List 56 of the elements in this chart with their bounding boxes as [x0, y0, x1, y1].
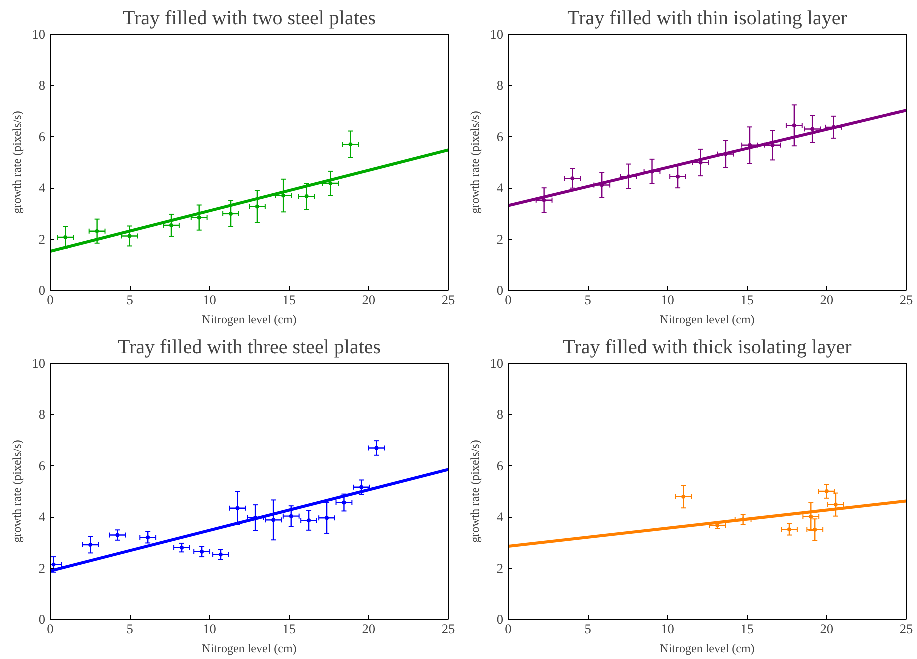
y-tick-label: 0 [38, 283, 46, 298]
y-tick-label: 2 [38, 560, 46, 576]
x-tick-label: 10 [203, 622, 217, 636]
y-tick-label: 4 [496, 510, 504, 525]
x-tick-label: 5 [584, 622, 592, 636]
y-tick-label: 6 [496, 458, 504, 474]
y-tick-label: 6 [38, 129, 46, 144]
y-tick-label: 6 [496, 129, 504, 144]
x-tick-label: 5 [584, 292, 592, 308]
x-tick-label: 20 [820, 622, 834, 636]
x-tick-label: 20 [820, 292, 834, 308]
y-tick-label: 8 [38, 407, 46, 422]
x-tick-label: 20 [362, 622, 376, 636]
chart-title: Tray filled with thick isolating layer [563, 336, 852, 358]
x-axis-title: Nitrogen level (cm) [660, 312, 755, 326]
x-tick-label: 25 [900, 622, 914, 636]
y-tick-label: 4 [38, 180, 46, 196]
y-axis-title: growth rate (pixels/s) [10, 111, 24, 214]
y-tick-label: 2 [496, 560, 504, 576]
x-tick-label: 25 [900, 292, 914, 308]
y-tick-label: 2 [496, 232, 504, 247]
x-tick-label: 10 [661, 292, 675, 308]
x-tick-label: 10 [203, 292, 217, 308]
x-tick-label: 5 [126, 622, 134, 636]
chart-title: Tray filled with two steel plates [122, 8, 376, 30]
x-axis-title: Nitrogen level (cm) [202, 642, 297, 656]
y-axis-title: growth rate (pixels/s) [468, 111, 482, 214]
chart-title: Tray filled with three steel plates [118, 336, 382, 358]
y-tick-label: 6 [38, 458, 46, 474]
x-tick-label: 15 [740, 622, 754, 636]
y-tick-label: 8 [496, 78, 504, 94]
y-tick-label: 10 [32, 356, 46, 371]
y-tick-label: 0 [496, 612, 504, 627]
y-tick-label: 0 [496, 283, 504, 298]
chart-title: Tray filled with thin isolating layer [568, 8, 848, 30]
y-tick-label: 8 [38, 78, 46, 94]
y-tick-label: 2 [38, 232, 46, 247]
x-axis-title: Nitrogen level (cm) [660, 642, 755, 656]
x-tick-label: 5 [126, 292, 134, 308]
y-tick-label: 4 [496, 180, 504, 196]
y-axis-title: growth rate (pixels/s) [10, 440, 24, 543]
y-tick-label: 0 [38, 612, 46, 627]
x-tick-label: 10 [661, 622, 675, 636]
y-axis-title: growth rate (pixels/s) [468, 440, 482, 543]
x-tick-label: 15 [282, 292, 296, 308]
x-tick-label: 20 [362, 292, 376, 308]
x-tick-label: 15 [282, 622, 296, 636]
x-tick-label: 25 [442, 622, 456, 636]
x-axis-title: Nitrogen level (cm) [202, 312, 297, 326]
y-tick-label: 10 [490, 27, 504, 42]
y-tick-label: 4 [38, 510, 46, 525]
y-tick-label: 10 [32, 27, 46, 42]
x-tick-label: 15 [740, 292, 754, 308]
y-tick-label: 8 [496, 407, 504, 422]
y-tick-label: 10 [490, 356, 504, 371]
x-tick-label: 25 [442, 292, 456, 308]
